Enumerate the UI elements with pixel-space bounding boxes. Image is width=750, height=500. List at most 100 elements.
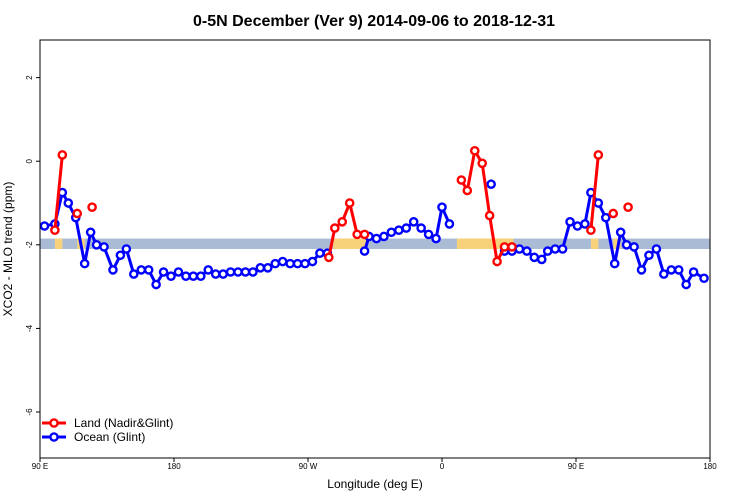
data-point bbox=[181, 271, 191, 281]
band-highlight-3 bbox=[456, 238, 514, 249]
data-point bbox=[158, 267, 169, 277]
x-axis-label: Longitude (deg E) bbox=[327, 477, 422, 491]
y-tick-label: -4 bbox=[25, 324, 34, 332]
data-point bbox=[285, 258, 295, 269]
data-point bbox=[401, 223, 412, 233]
data-point bbox=[352, 229, 362, 240]
y-tick-label: -6 bbox=[25, 408, 34, 416]
data-point bbox=[621, 240, 632, 250]
y-tick-label: 2 bbox=[25, 75, 34, 80]
data-point bbox=[636, 265, 647, 275]
data-point bbox=[484, 210, 495, 221]
data-point bbox=[121, 244, 132, 254]
data-point bbox=[688, 267, 699, 277]
data-point bbox=[536, 254, 547, 265]
data-point bbox=[431, 233, 441, 244]
data-point bbox=[492, 256, 502, 267]
y-tick-label: 0 bbox=[25, 158, 34, 163]
data-point bbox=[371, 233, 382, 244]
data-point bbox=[608, 208, 619, 219]
legend-label: Land (Nadir&Glint) bbox=[74, 416, 173, 430]
data-point bbox=[659, 269, 669, 279]
series-line bbox=[589, 154, 600, 231]
data-point bbox=[386, 227, 397, 238]
data-point bbox=[681, 279, 691, 290]
x-tick-label: 90 E bbox=[32, 462, 48, 471]
plot-frame bbox=[39, 39, 711, 459]
series-ocean-glint- bbox=[39, 179, 709, 290]
data-point bbox=[600, 212, 611, 223]
data-point bbox=[469, 145, 480, 156]
data-point bbox=[444, 219, 455, 229]
data-point bbox=[486, 179, 496, 190]
data-point bbox=[615, 227, 626, 238]
x-tick-label: 90 E bbox=[568, 462, 584, 471]
data-point bbox=[91, 240, 102, 250]
data-point bbox=[233, 267, 243, 277]
data-point bbox=[593, 198, 604, 208]
band-highlight-5 bbox=[613, 238, 621, 249]
data-point bbox=[666, 265, 677, 275]
data-point bbox=[651, 244, 662, 254]
data-point bbox=[644, 250, 654, 261]
data-point bbox=[50, 225, 60, 235]
axes: 90 E 180 90 W 0 90 E 180 2 0 -2 -4 -6 bbox=[25, 75, 717, 471]
data-point bbox=[580, 219, 590, 229]
data-point bbox=[529, 252, 540, 263]
data-point bbox=[63, 198, 74, 208]
band-base bbox=[40, 238, 710, 249]
data-point bbox=[85, 227, 96, 238]
data-point bbox=[108, 265, 118, 275]
data-point bbox=[151, 279, 161, 290]
legend-swatch-marker bbox=[49, 432, 59, 442]
data-point bbox=[557, 244, 568, 254]
data-point bbox=[586, 225, 596, 235]
chart-title: 0-5N December (Ver 9) 2014-09-06 to 2018… bbox=[193, 13, 555, 30]
data-point bbox=[240, 267, 251, 277]
x-tick-label: 180 bbox=[703, 462, 717, 471]
legend-label: Ocean (Glint) bbox=[74, 430, 145, 444]
data-point bbox=[394, 225, 404, 235]
data-point bbox=[329, 223, 340, 233]
data-point bbox=[673, 265, 684, 275]
legend-swatch-marker bbox=[49, 418, 59, 428]
y-tick-label: -2 bbox=[25, 241, 34, 249]
data-point bbox=[629, 242, 639, 252]
data-point bbox=[344, 198, 355, 208]
data-point bbox=[225, 267, 236, 277]
data-point bbox=[195, 271, 206, 281]
series-line bbox=[53, 154, 64, 231]
band-highlight-4 bbox=[590, 238, 599, 249]
data-point bbox=[270, 258, 281, 269]
data-point bbox=[359, 246, 370, 256]
data-point bbox=[359, 229, 370, 240]
data-point bbox=[379, 231, 389, 242]
series-land-nadir-glint- bbox=[50, 145, 633, 267]
data-point bbox=[166, 271, 176, 281]
data-point bbox=[210, 269, 221, 279]
data-point bbox=[423, 229, 434, 240]
data-point bbox=[324, 252, 334, 263]
data-point bbox=[416, 223, 426, 233]
data-point bbox=[550, 244, 560, 254]
data-point bbox=[507, 242, 517, 252]
data-point bbox=[522, 246, 532, 256]
data-point bbox=[262, 263, 273, 273]
data-point bbox=[79, 258, 90, 269]
data-point bbox=[300, 258, 310, 269]
data-point bbox=[39, 221, 50, 231]
data-point bbox=[623, 202, 633, 212]
y-axis-label: XCO2 - MLO trend (ppm) bbox=[1, 182, 15, 317]
x-tick-label: 0 bbox=[440, 462, 445, 471]
band-highlight-0 bbox=[54, 238, 63, 249]
data-point bbox=[72, 208, 83, 219]
data-point bbox=[292, 258, 303, 269]
data-point bbox=[593, 150, 604, 160]
data-point bbox=[99, 242, 109, 252]
data-point bbox=[699, 273, 709, 284]
data-point bbox=[408, 217, 419, 227]
data-point bbox=[218, 269, 228, 279]
data-point bbox=[477, 158, 488, 169]
data-point bbox=[203, 265, 214, 275]
